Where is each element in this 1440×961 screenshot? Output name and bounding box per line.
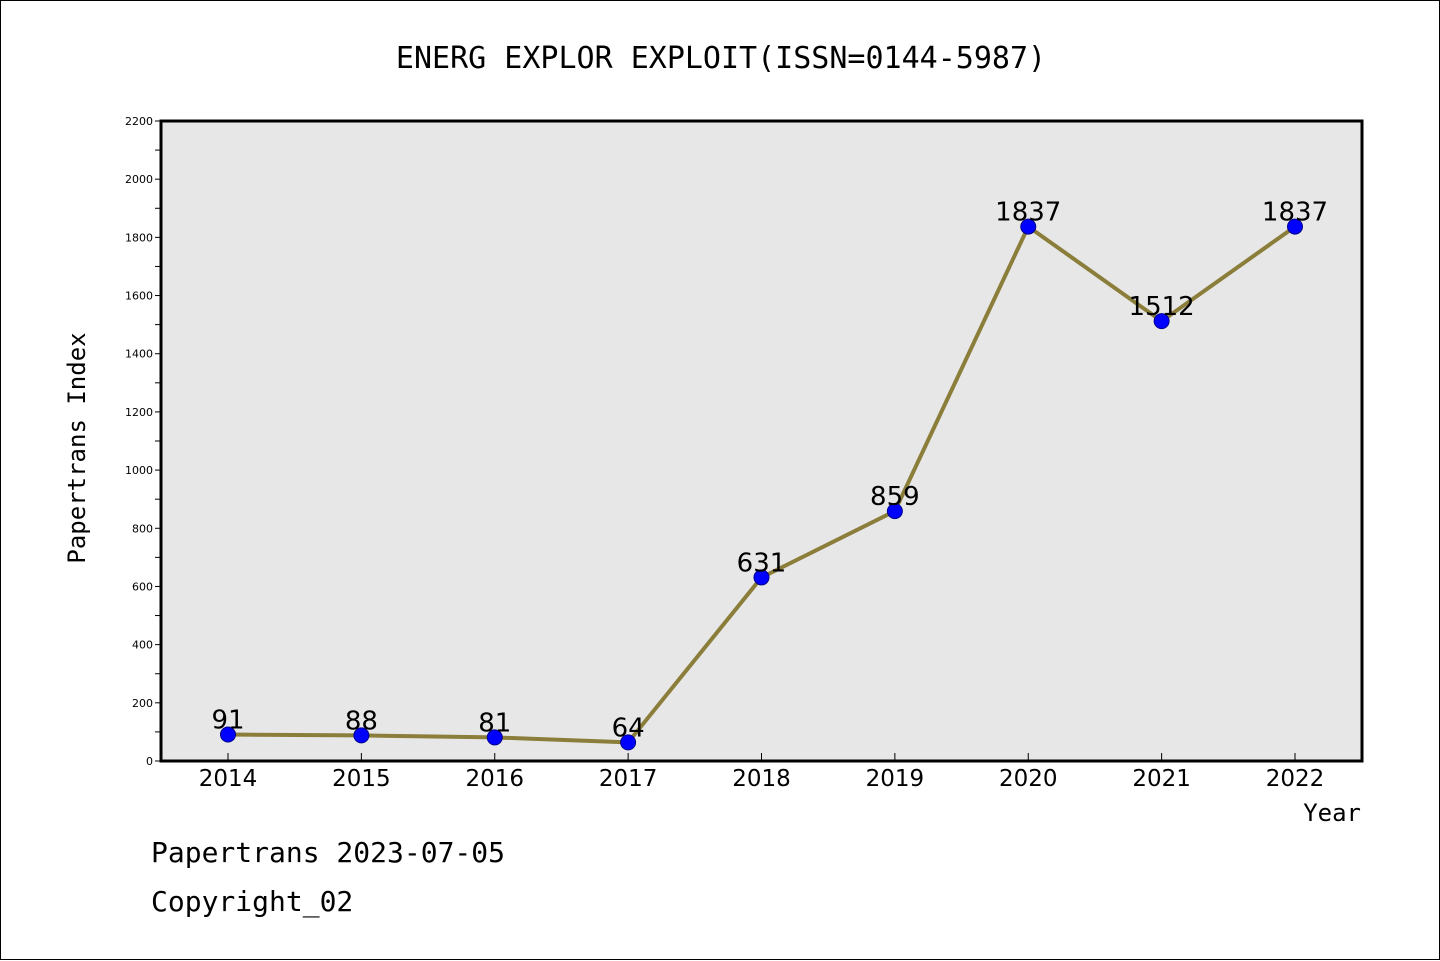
y-tick-label: 0 bbox=[146, 755, 153, 768]
data-point bbox=[1020, 218, 1037, 235]
y-axis: 0 200 400 600 800 1000 1200 1400 1600 1800 2000 220… bbox=[125, 115, 161, 768]
data-label: 1837 bbox=[1262, 198, 1328, 228]
data-label: 859 bbox=[870, 482, 920, 512]
data-point bbox=[220, 726, 236, 743]
data-point bbox=[486, 729, 503, 746]
y-tick-label: 1400 bbox=[125, 348, 153, 361]
x-tick-label: 2018 bbox=[732, 766, 791, 792]
footer-date: Papertrans 2023-07-05 bbox=[151, 836, 506, 869]
data-label: 631 bbox=[737, 548, 787, 578]
data-label: 64 bbox=[612, 713, 645, 743]
data-point bbox=[753, 569, 770, 586]
data-point bbox=[886, 503, 903, 520]
y-tick-label: 1800 bbox=[125, 231, 153, 244]
x-tick-label: 2014 bbox=[199, 766, 258, 792]
x-tick-label: 2015 bbox=[332, 766, 391, 792]
x-tick-label: 2017 bbox=[599, 766, 658, 792]
chart-title: ENERG EXPLOR EXPLOIT(ISSN=0144-5987) bbox=[396, 41, 1046, 76]
y-tick-label: 200 bbox=[132, 697, 153, 710]
y-tick-label: 2200 bbox=[125, 115, 153, 128]
x-tick-label: 2016 bbox=[465, 766, 524, 792]
y-tick-label: 400 bbox=[132, 639, 153, 652]
data-point bbox=[353, 727, 370, 744]
x-tick-label: 2019 bbox=[866, 766, 925, 792]
y-tick-label: 800 bbox=[132, 522, 153, 535]
y-tick-label: 1200 bbox=[125, 406, 153, 419]
data-label: 81 bbox=[478, 708, 511, 738]
markers-group bbox=[220, 218, 1303, 751]
data-label: 88 bbox=[345, 706, 378, 736]
data-point bbox=[620, 734, 637, 751]
data-point bbox=[1153, 313, 1170, 330]
y-tick-label: 1000 bbox=[125, 464, 153, 477]
x-tick-label: 2021 bbox=[1132, 766, 1191, 792]
y-tick-label: 2000 bbox=[125, 173, 153, 186]
data-point bbox=[1287, 218, 1303, 235]
data-label: 91 bbox=[211, 706, 244, 736]
x-tick-label: 2022 bbox=[1266, 766, 1325, 792]
plot-area bbox=[159, 119, 1364, 763]
y-tick-label: 600 bbox=[132, 580, 153, 593]
data-label: 1512 bbox=[1129, 292, 1195, 322]
x-axis-label: Year bbox=[1303, 799, 1361, 827]
data-label: 1837 bbox=[995, 198, 1061, 228]
y-tick-label: 1600 bbox=[125, 290, 153, 303]
x-axis: 2014 2015 2016 2017 2018 2019 2020 2021 2022 bbox=[199, 753, 1325, 792]
data-labels-group: 91 88 81 64 631 859 1837 1512 1837 bbox=[211, 198, 1328, 744]
footer-copyright: Copyright_02 bbox=[151, 885, 354, 918]
y-axis-label: Papertrans Index bbox=[63, 332, 91, 563]
x-tick-label: 2020 bbox=[999, 766, 1058, 792]
